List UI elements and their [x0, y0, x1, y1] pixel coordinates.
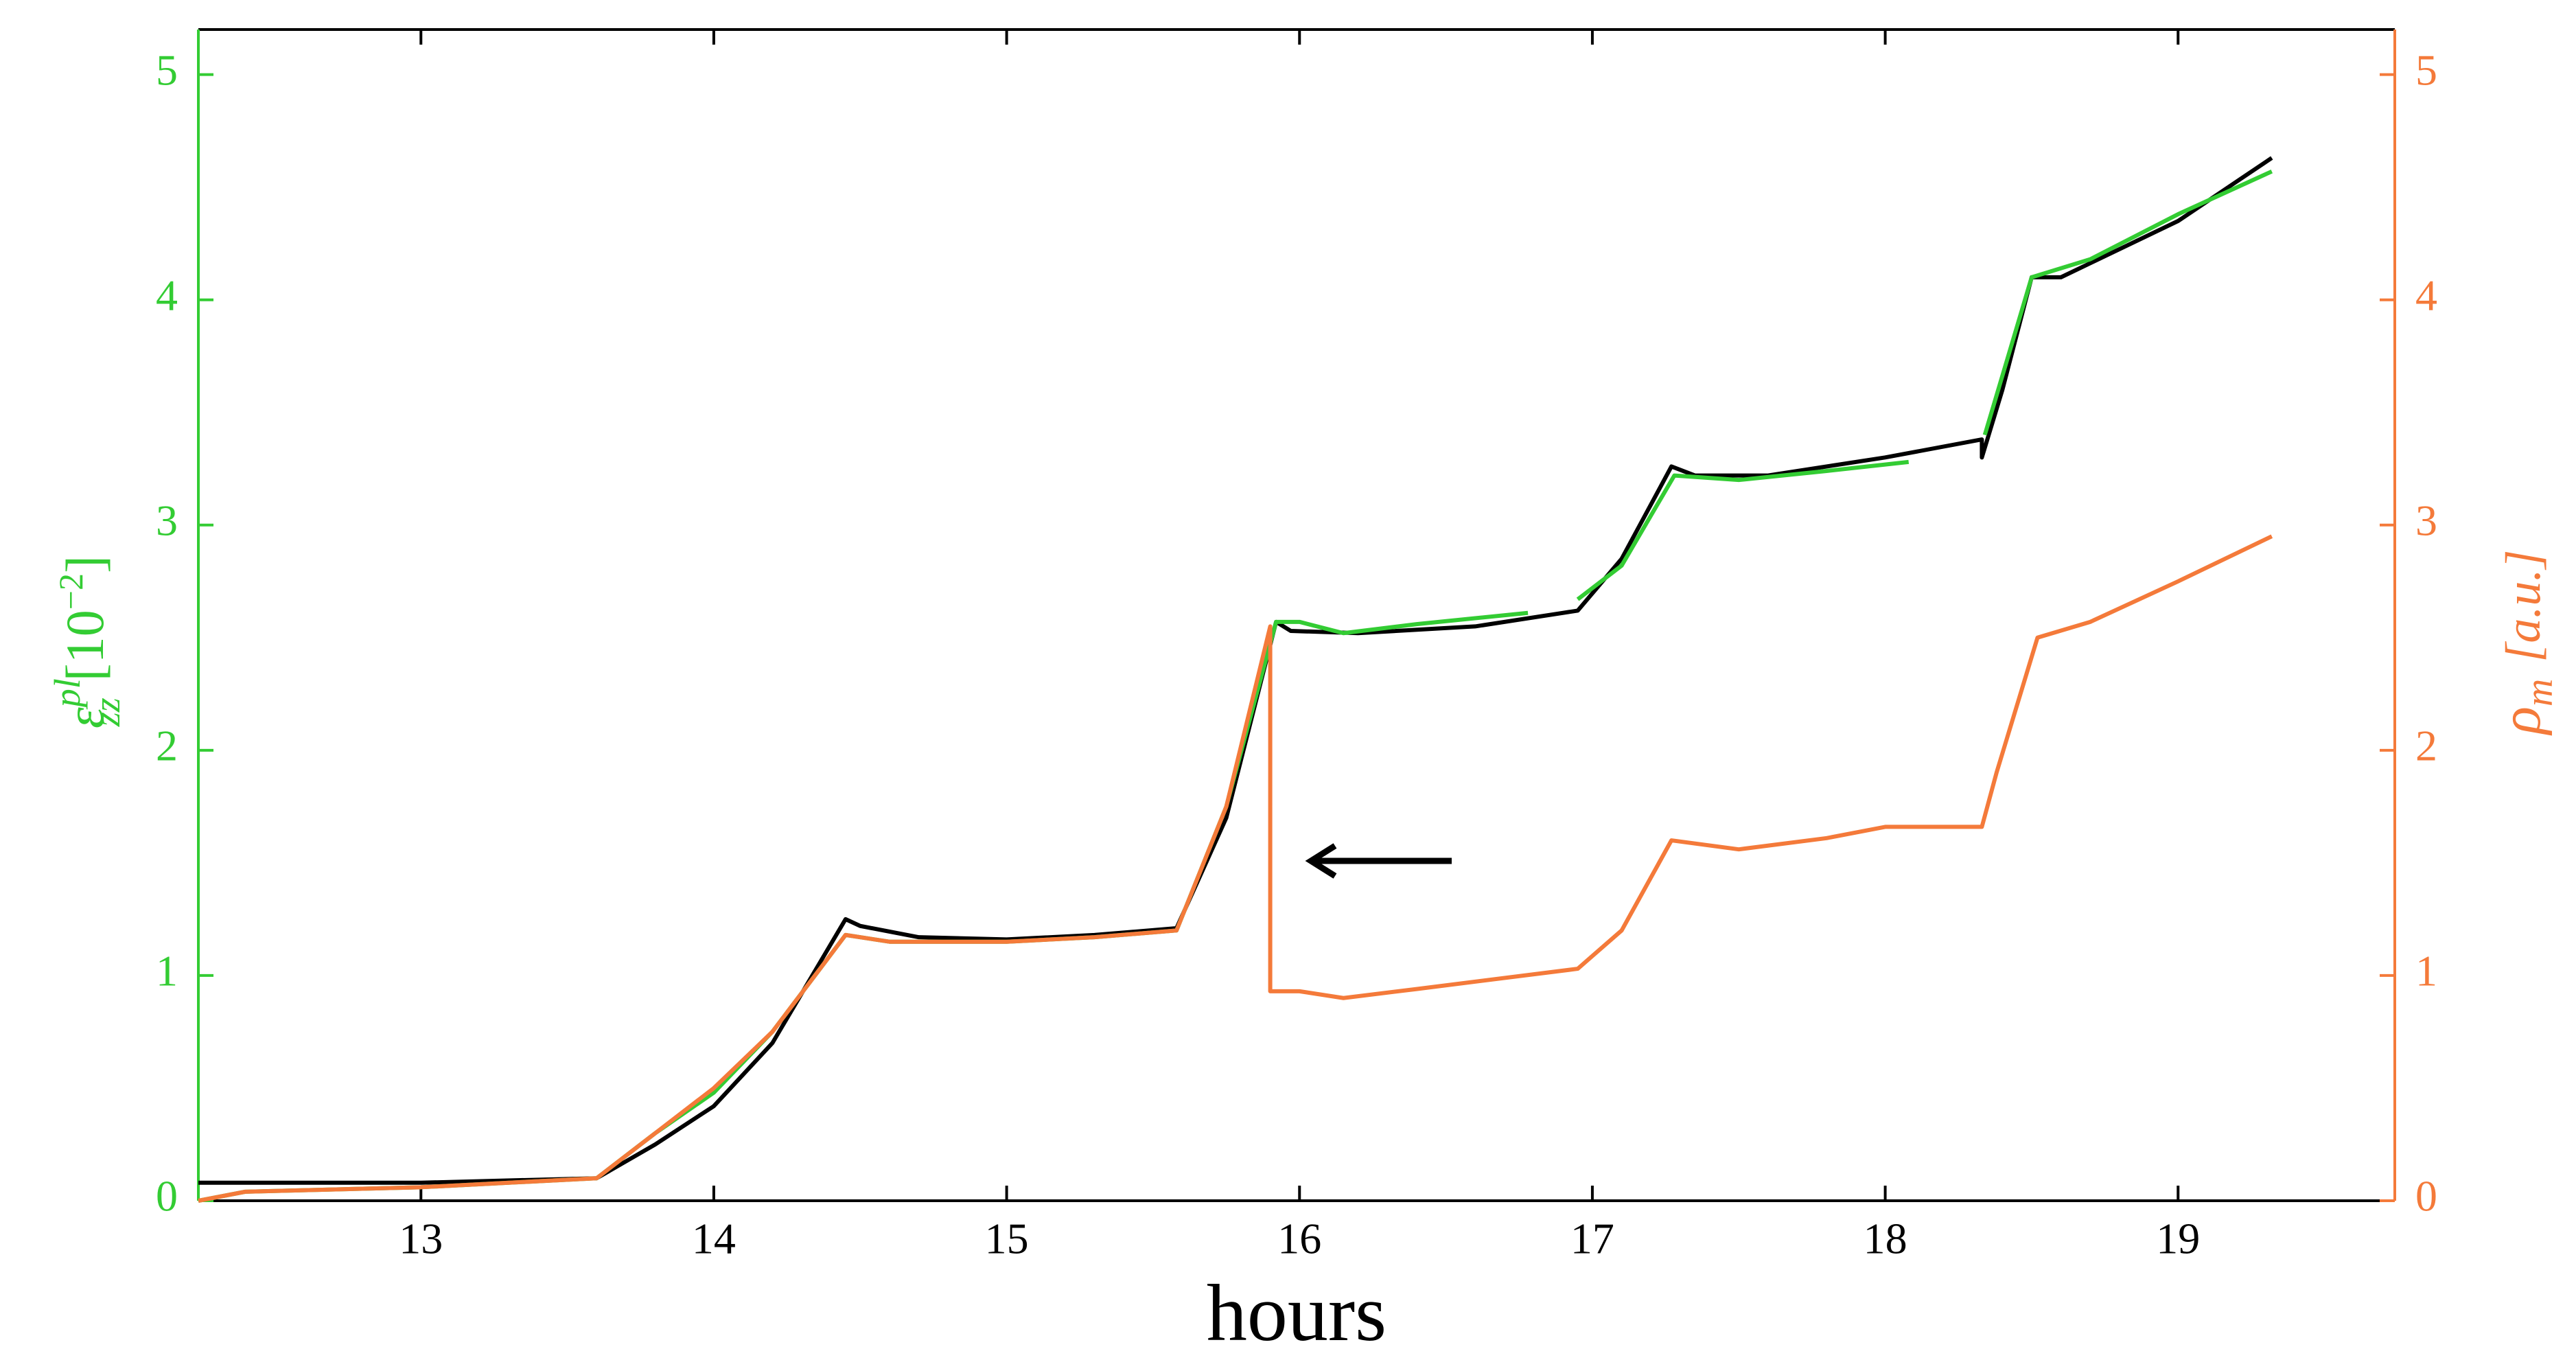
y-tick-label: 3	[156, 496, 178, 544]
y2-label-sub: m	[2518, 679, 2561, 706]
data-line	[198, 610, 1529, 1203]
y-label-sub: zz	[86, 698, 128, 727]
y2-tick-label: 0	[2415, 1172, 2437, 1221]
data-line	[1576, 459, 1910, 601]
y-tick-label: 2	[156, 722, 178, 770]
y-tick-label: 0	[156, 1172, 178, 1221]
x-tick-label: 19	[2156, 1214, 2200, 1263]
y2-label-unit: [a.u.]	[2496, 550, 2551, 663]
y2-axis-label: ρm [a.u.]	[2489, 550, 2561, 737]
y-tick-label: 1	[156, 947, 178, 995]
y-tick-label: 4	[156, 270, 178, 319]
y2-tick-label: 5	[2415, 45, 2437, 94]
y2-tick-label: 4	[2415, 270, 2437, 319]
y-label-unit: [10	[55, 610, 115, 681]
y-label-symbol: ε	[55, 707, 115, 728]
y2-tick-label: 3	[2415, 496, 2437, 544]
y-label-unit-sup: −2	[51, 573, 90, 610]
x-tick-label: 18	[1864, 1214, 1907, 1263]
y2-tick-label: 2	[2415, 722, 2437, 770]
x-tick-label: 13	[399, 1214, 443, 1263]
data-line	[1982, 169, 2273, 436]
data-line	[198, 534, 2273, 1203]
y2-tick-label: 1	[2415, 947, 2437, 995]
y2-label-symbol: ρ	[2489, 706, 2553, 736]
x-axis-label: hours	[1207, 1268, 1386, 1358]
y-tick-label: 5	[156, 45, 178, 94]
x-tick-label: 15	[985, 1214, 1029, 1263]
y-label-unit-end: ]	[55, 555, 115, 573]
y-axis-label: εplzz [10−2]	[47, 555, 128, 728]
data-line	[198, 156, 2273, 1185]
x-tick-label: 16	[1277, 1214, 1321, 1263]
y-label-sup: pl	[47, 678, 88, 710]
x-tick-label: 14	[692, 1214, 736, 1263]
x-tick-label: 17	[1570, 1214, 1614, 1263]
arrow-head	[1305, 843, 1337, 879]
annotation-arrow	[1305, 843, 1452, 879]
